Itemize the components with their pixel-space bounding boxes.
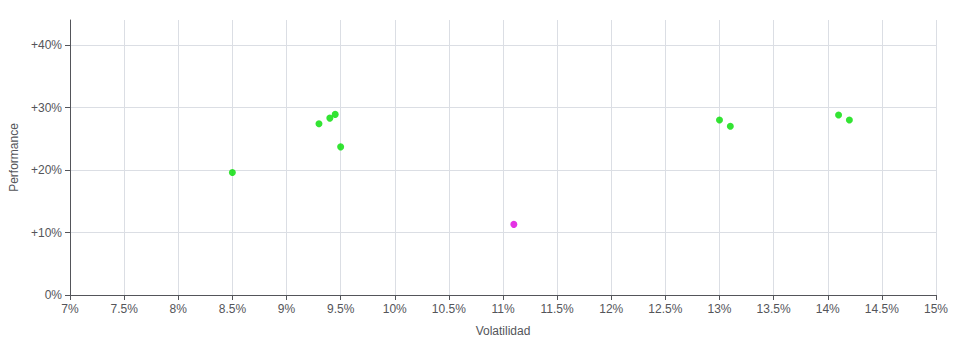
svg-text:14.5%: 14.5% [865, 302, 899, 316]
svg-text:Performance: Performance [7, 123, 21, 192]
svg-text:8%: 8% [170, 302, 188, 316]
svg-text:+30%: +30% [31, 101, 62, 115]
svg-text:11%: 11% [491, 302, 514, 316]
svg-text:Volatilidad: Volatilidad [476, 324, 531, 338]
svg-text:0%: 0% [45, 288, 63, 302]
svg-text:14%: 14% [816, 302, 840, 316]
svg-text:13.5%: 13.5% [757, 302, 791, 316]
svg-text:+40%: +40% [31, 38, 62, 52]
svg-text:7%: 7% [61, 302, 79, 316]
svg-text:11.5%: 11.5% [541, 302, 574, 316]
svg-text:15%: 15% [924, 302, 948, 316]
svg-text:10.5%: 10.5% [432, 302, 466, 316]
svg-text:7.5%: 7.5% [110, 302, 138, 316]
svg-text:10%: 10% [383, 302, 407, 316]
svg-text:13%: 13% [707, 302, 731, 316]
svg-text:8.5%: 8.5% [219, 302, 247, 316]
svg-text:+20%: +20% [31, 163, 62, 177]
svg-text:+10%: +10% [31, 226, 62, 240]
svg-text:12%: 12% [599, 302, 623, 316]
svg-text:9.5%: 9.5% [327, 302, 355, 316]
svg-text:9%: 9% [278, 302, 296, 316]
svg-text:12.5%: 12.5% [648, 302, 682, 316]
